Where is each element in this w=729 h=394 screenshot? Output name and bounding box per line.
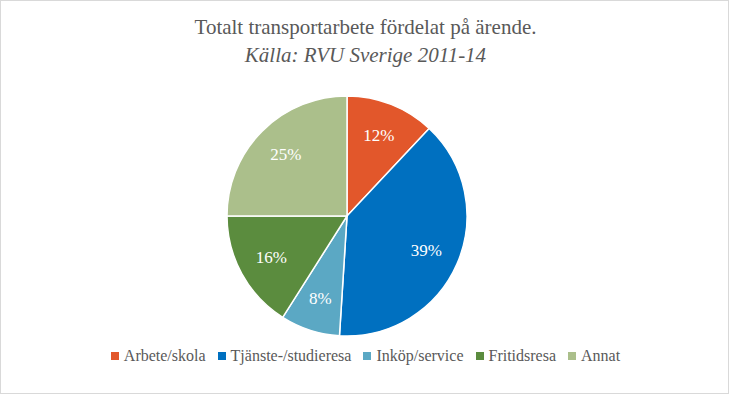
html-text:Inköp/service: Inköp/service [376,347,464,364]
html-text:Totalt transportarbete fördela: Totalt transportarbete fördelat på ärend… [194,15,537,39]
svg-text:8%: 8% [309,289,332,308]
html-text:Tjänste-/studieresa: Tjänste-/studieresa [230,347,352,364]
svg-text:25%: 25% [270,145,301,164]
html-text:Källa: RVU Sverige 2011-14: Källa: RVU Sverige 2011-14 [244,43,487,67]
html-text:Arbete/skola: Arbete/skola [123,347,206,364]
svg-text:16%: 16% [256,248,287,267]
html-text:Fritidsresa: Fritidsresa [488,347,556,364]
svg-text:12%: 12% [363,126,394,145]
svg-text:39%: 39% [411,241,442,260]
html-text:Annat: Annat [581,347,621,364]
